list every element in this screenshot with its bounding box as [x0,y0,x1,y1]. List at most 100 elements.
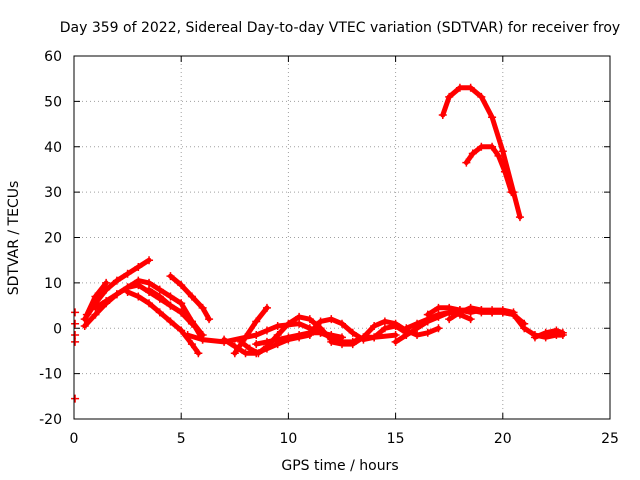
data-point-plus [237,337,246,346]
data-point-plus [466,83,475,92]
data-point-plus [102,297,111,306]
data-point-plus [295,319,304,328]
data-point-plus [507,188,516,197]
x-tick-label: 25 [601,431,619,447]
data-point-plus [413,331,422,340]
axis-ticks: 0 5 10 15 20 25 -20 -10 0 10 20 30 40 50 60 [39,49,619,447]
y-tick-label: 60 [44,49,62,65]
y-tick-label: 40 [44,140,62,156]
data-point-plus [91,310,100,319]
data-point-plus [380,324,389,333]
x-tick-label: 15 [387,431,405,447]
x-tick-label: 10 [279,431,297,447]
data-point-plus [102,278,111,287]
data-point-plus [252,331,261,340]
data-point-plus [177,326,186,335]
data-point-plus [80,321,89,330]
series-trace [232,305,270,356]
data-point-plus [123,269,132,278]
data-point-plus [198,303,207,312]
data-point-plus [488,142,497,151]
data-point-plus [466,303,475,312]
data-point-plus [338,319,346,328]
data-point-plus [500,167,509,176]
data-point-plus [498,308,507,317]
data-point-plus [91,292,100,301]
data-point-plus [466,315,475,324]
data-point-plus [370,321,379,330]
data-point-plus [295,331,304,340]
series-arc-12 [252,328,346,349]
data-point-plus [402,324,411,333]
data-point-plus [402,331,411,340]
data-point-plus [434,303,443,312]
data-point-plus [295,312,304,321]
data-point-plus [338,340,346,349]
y-tick-label: 0 [53,321,62,337]
data-point-plus [205,315,214,324]
data-point-plus [177,308,186,317]
data-point-plus [230,349,239,358]
data-point-plus [552,326,561,335]
data-point-plus [220,335,229,344]
data-point-plus [145,285,154,294]
data-point-plus [327,315,336,324]
series-arc-5 [145,285,196,328]
data-point-plus [498,147,507,156]
x-tick-label: 5 [177,431,186,447]
data-point-plus [370,333,379,342]
data-point-plus [177,299,186,308]
data-point-plus [305,315,314,324]
data-point-plus [187,340,196,349]
isolated-point-plus [71,394,80,403]
data-point-plus [155,308,164,317]
data-point-plus [305,328,314,337]
data-point-plus [413,319,422,328]
data-point-plus [187,292,196,301]
isolated-point-plus [71,331,80,340]
grid [74,56,610,419]
data-point-plus [252,340,261,349]
data-point-plus [391,319,400,328]
data-point-plus [252,317,261,326]
data-point-plus [445,92,454,101]
data-point-plus [468,149,477,158]
data-point-plus [380,317,389,326]
data-point-plus [194,349,203,358]
isolated-point-plus [71,337,80,346]
data-point-plus [112,276,121,285]
data-point-plus [348,328,357,337]
series-arc-21 [438,83,524,222]
data-point-plus [166,301,175,310]
data-point-plus [262,337,271,346]
data-point-plus [391,337,400,346]
series-trace [440,85,523,220]
y-tick-label: 20 [44,231,62,247]
data-point-plus [445,303,454,312]
y-tick-label: -20 [39,412,62,428]
data-point-plus [530,333,539,342]
plot-border [73,55,611,420]
data-point-plus [509,310,518,319]
data-point-plus [145,256,154,265]
data-point-plus [455,83,464,92]
series-arc-7 [166,272,214,324]
data-point-plus [241,333,250,342]
series-arc-22 [462,142,516,197]
series-arc-13 [305,315,411,344]
series-arc-6 [123,287,203,358]
data-point-plus [145,299,154,308]
data-point-plus [82,310,91,319]
data-point-plus [262,326,271,335]
data-point-plus [494,151,503,160]
y-tick-label: 30 [44,185,62,201]
data-point-plus [477,306,486,315]
data-point-plus [359,333,368,342]
data-points [71,83,567,403]
series-trace [532,328,566,340]
data-point-plus [198,335,207,344]
x-tick-label: 0 [70,431,79,447]
data-point-plus [462,158,471,167]
data-point-plus [187,319,196,328]
